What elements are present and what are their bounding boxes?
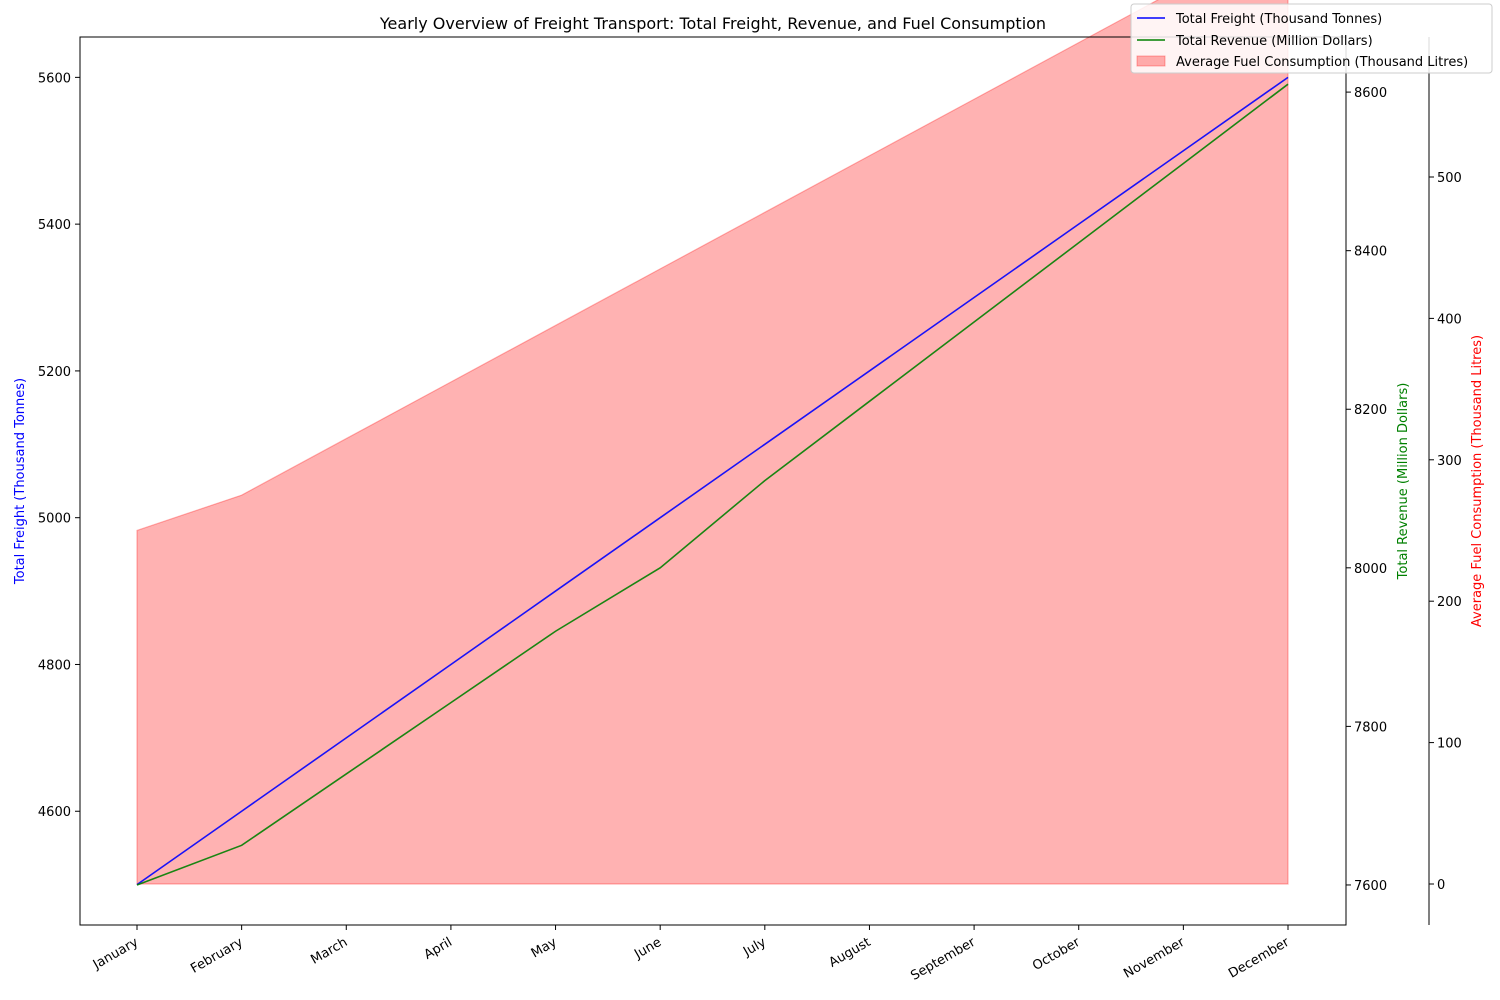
total-revenue-line: [136, 83, 1289, 886]
right-y-tick-label: 8200: [1354, 403, 1387, 418]
fuel-area-layer: [136, 0, 1289, 885]
x-tick-label: September: [908, 935, 978, 984]
right2-y-tick-label: 500: [1437, 171, 1462, 186]
right2-y-axis: 0 100 200 300 400 500: [1429, 171, 1462, 893]
x-tick-label: July: [740, 935, 769, 960]
x-tick-label: May: [529, 935, 560, 962]
right-y-tick-label: 8000: [1354, 562, 1387, 577]
right2-y-tick-label: 300: [1437, 454, 1462, 469]
legend: Total Freight (Thousand Tonnes) Total Re…: [1130, 3, 1493, 74]
left-y-tick-label: 4600: [38, 805, 71, 820]
x-axis: January February March April May June July Augu…: [90, 925, 1293, 984]
right2-y-tick-label: 200: [1437, 595, 1462, 610]
x-tick-label: December: [1226, 935, 1292, 982]
left-y-tick-label: 5000: [38, 512, 71, 527]
left-y-tick-label: 5600: [38, 71, 71, 86]
right2-y-tick-label: 0: [1437, 878, 1445, 893]
total-freight-line: [136, 76, 1289, 886]
legend-label-freight: Total Freight (Thousand Tonnes): [1175, 12, 1382, 27]
x-tick-label: February: [188, 935, 246, 977]
chart-title: Yearly Overview of Freight Transport: To…: [379, 14, 1046, 33]
x-tick-label: June: [631, 935, 664, 963]
left-y-tick-label: 5200: [38, 365, 71, 380]
x-tick-label: August: [827, 935, 874, 971]
legend-swatch-fuel: [1136, 55, 1166, 67]
right2-y-tick-label: 100: [1437, 737, 1462, 752]
left-y-tick-label: 4800: [38, 658, 71, 673]
legend-label-revenue: Total Revenue (Million Dollars): [1175, 34, 1373, 49]
left-axis-label: Total Freight (Thousand Tonnes): [13, 378, 28, 585]
right-y-tick-label: 8600: [1354, 86, 1387, 101]
left-y-axis: 4600 4800 5000 5200 5400 5600: [38, 71, 80, 820]
x-tick-label: April: [422, 935, 455, 963]
right2-y-tick-label: 400: [1437, 312, 1462, 327]
right-y-tick-label: 7800: [1354, 720, 1387, 735]
x-tick-label: October: [1030, 935, 1083, 974]
legend-box: [1130, 3, 1493, 74]
x-tick-label: March: [308, 935, 350, 968]
right-axis-label: Total Revenue (Million Dollars): [1396, 383, 1411, 581]
plot-frame: [79, 36, 1347, 926]
x-tick-label: January: [90, 935, 141, 973]
right-y-tick-label: 7600: [1354, 879, 1387, 894]
lines-layer: [136, 76, 1289, 886]
legend-label-fuel: Average Fuel Consumption (Thousand Litre…: [1176, 55, 1468, 70]
left-y-tick-label: 5400: [38, 218, 71, 233]
x-tick-label: November: [1121, 935, 1188, 982]
fuel-consumption-area: [136, 0, 1289, 885]
right-y-tick-label: 8400: [1354, 245, 1387, 260]
right2-axis-label: Average Fuel Consumption (Thousand Litre…: [1470, 335, 1485, 627]
right-y-axis: 7600 7800 8000 8200 8400 8600: [1346, 86, 1387, 894]
